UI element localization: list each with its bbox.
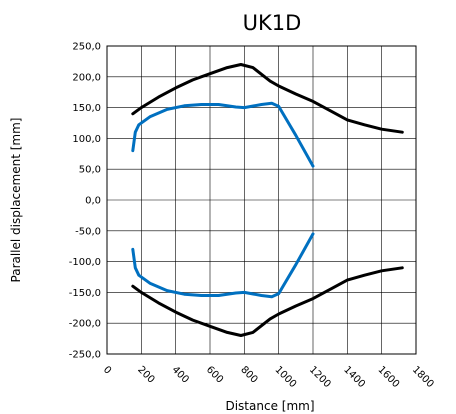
- y-axis-label: Parallel displacement [mm]: [9, 118, 23, 283]
- y-tick-label: -50,0: [75, 226, 101, 237]
- series-line-3: [131, 101, 315, 168]
- y-tick-label: -150,0: [69, 288, 101, 299]
- x-tick-label: 1000: [273, 364, 299, 390]
- y-tick-label: 100,0: [72, 134, 101, 145]
- y-tick-label: 50,0: [79, 165, 101, 176]
- x-tick-label: 0: [101, 364, 113, 376]
- tick-labels: 250,0 200,0 150,0 100,0 50,0 0,0 -50,0 -100,0 -1…: [69, 42, 436, 391]
- y-tick-label: 250,0: [72, 42, 101, 53]
- y-tick-label: -100,0: [69, 257, 101, 268]
- x-tick-label: 600: [204, 364, 225, 385]
- axes: [106, 45, 417, 355]
- series-line-4: [131, 232, 315, 299]
- y-tick-label: 0,0: [85, 196, 101, 207]
- x-tick-label: 800: [238, 364, 259, 385]
- y-tick-label: 200,0: [72, 72, 101, 83]
- x-tick-label: 1800: [410, 364, 436, 390]
- x-tick-label: 200: [135, 364, 156, 385]
- x-tick-label: 1600: [376, 364, 402, 390]
- x-axis-label: Distance [mm]: [225, 399, 314, 413]
- plot-frame: [106, 45, 417, 355]
- y-tick-label: 150,0: [72, 103, 101, 114]
- series-line-1: [131, 63, 404, 134]
- x-tick-label: 1200: [307, 364, 333, 390]
- chart-title: UK1D: [243, 11, 302, 35]
- x-tick-label: 1400: [341, 364, 367, 390]
- series-line-2: [131, 266, 404, 337]
- y-tick-label: -200,0: [69, 319, 101, 330]
- grid: [106, 45, 417, 355]
- series-lines: [131, 63, 404, 337]
- x-tick-label: 400: [170, 364, 191, 385]
- y-tick-label: -250,0: [69, 350, 101, 361]
